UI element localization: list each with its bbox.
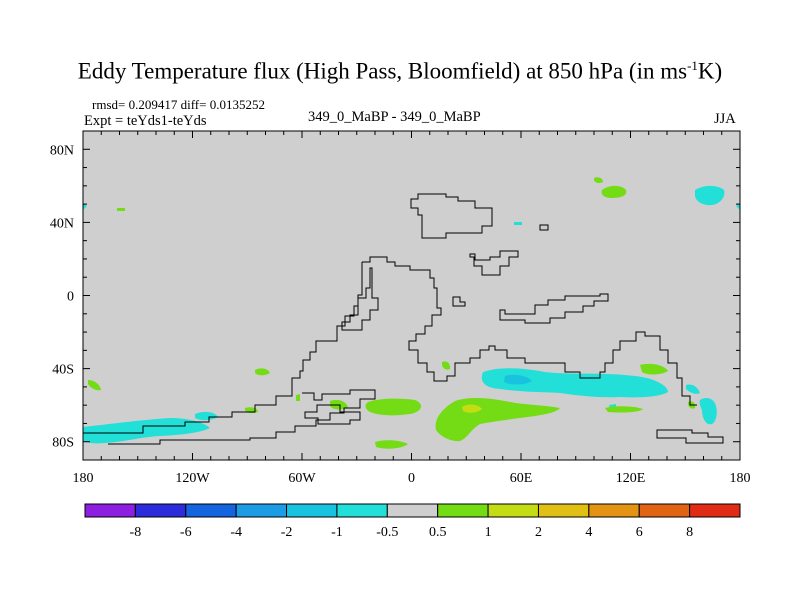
stats-line: rmsd= 0.209417 diff= 0.0135252: [92, 97, 265, 113]
colorbar-label: 4: [585, 525, 592, 540]
colorbar-swatch: [437, 503, 489, 518]
expt-label: Expt = teYds1-teYds: [84, 113, 207, 129]
colorbar-swatch: [336, 503, 388, 518]
rmsd-value: rmsd= 0.209417: [92, 97, 178, 112]
x-tick-label: 60E: [510, 471, 533, 486]
colorbar-swatch: [689, 503, 741, 518]
y-tick-label: 80N: [50, 143, 74, 158]
fill-cyan-dot-1: [514, 222, 522, 225]
fill-green-siberia: [601, 185, 627, 198]
chart-title-sup: -1: [687, 58, 698, 73]
fill-cyan-north-pacific: [695, 185, 725, 206]
colorbar-label: -2: [281, 525, 293, 540]
colorbar-label: -1: [331, 525, 343, 540]
fill-green-south-atlantic-2: [365, 398, 422, 416]
fill-green-pacific-west: [88, 380, 101, 391]
colorbar-label: 8: [686, 525, 693, 540]
coastline-europe: [410, 193, 493, 239]
fill-green-indian-east: [640, 363, 668, 375]
chart-title-tail: K): [697, 58, 723, 84]
coastline-interior-1: [341, 267, 379, 331]
chart-title: Eddy Temperature flux (High Pass, Bloomf…: [0, 58, 800, 85]
axis-ticks: 180 120W 60W 0 60E 120E 180 80S 40S 0 40N 80N: [50, 130, 751, 486]
coastline-south-america: [362, 256, 697, 406]
fill-cyan-east-australia: [686, 384, 700, 394]
coastline-india: [499, 293, 609, 324]
colorbar-label: -8: [130, 525, 142, 540]
chart-title-main: Eddy Temperature flux (High Pass, Bloomf…: [77, 58, 688, 84]
colorbar-label: -0.5: [376, 525, 398, 540]
fill-cyan-edge-left: [83, 203, 87, 210]
fill-yellow-maximum: [462, 404, 482, 413]
fill-cyan-new-zealand: [699, 398, 717, 425]
colorbar-swatch: [134, 503, 187, 518]
fill-green-weddell: [375, 440, 408, 449]
y-tick-label: 80S: [52, 436, 74, 451]
fill-green-africa-sw: [442, 361, 451, 370]
y-tick-label: 40N: [50, 216, 74, 231]
fill-cyan-southern-indian-dark: [504, 374, 532, 385]
colorbar-swatch: [185, 503, 237, 518]
colorbar-swatch: [286, 503, 338, 518]
coastline-indonesia: [452, 296, 466, 307]
coastline-drake: [108, 389, 376, 445]
coastlines: [83, 193, 724, 445]
coastline-small-1: [539, 224, 549, 231]
diff-value: diff= 0.0135252: [180, 97, 265, 112]
colorbar: -8 -6 -4 -2 -1 -0.5 0.5 1 2 4 6 8: [84, 503, 741, 540]
fill-green-pacific-sml: [255, 368, 270, 376]
season-label: JJA: [714, 111, 736, 127]
center-label: 349_0_MaBP - 349_0_MaBP: [308, 109, 481, 125]
colorbar-label: 6: [636, 525, 643, 540]
x-tick-label: 120W: [175, 471, 210, 486]
coastline-antarctica-east: [656, 429, 724, 444]
colorbar-label: 2: [535, 525, 542, 540]
fill-green-south-indian-east: [605, 406, 643, 413]
fill-cyan-southern-indian: [481, 368, 668, 398]
colorbar-swatch: [638, 503, 691, 518]
x-tick-label: 60W: [288, 471, 316, 486]
fill-green-chile: [296, 394, 300, 401]
y-tick-label: 0: [67, 290, 74, 305]
colorbar-label: 0.5: [429, 525, 447, 540]
x-tick-label: 180: [73, 471, 94, 486]
coastline-south-pac-2: [304, 404, 361, 425]
x-tick-label: 180: [730, 471, 751, 486]
colorbar-swatch: [386, 503, 439, 518]
colorbar-swatch: [537, 503, 590, 518]
colorbar-swatch: [84, 503, 136, 518]
fill-cyan-south-pacific-2: [195, 411, 218, 421]
colorbar-swatch: [235, 503, 288, 518]
fill-cyan-south-pacific: [83, 418, 210, 444]
x-tick-label: 120E: [616, 471, 646, 486]
colorbar-swatch: [588, 503, 640, 518]
fill-green-pacific-n: [117, 208, 125, 211]
colorbar-label: -4: [230, 525, 242, 540]
fill-green-arctic: [594, 177, 603, 184]
coastline-africa: [83, 262, 363, 434]
colorbar-label: -6: [180, 525, 192, 540]
y-tick-label: 40S: [52, 363, 74, 378]
colorbar-label: 1: [485, 525, 492, 540]
colorbar-swatch: [487, 503, 539, 518]
x-tick-label: 0: [408, 471, 415, 486]
coastline-arabia: [469, 250, 519, 276]
fill-cyan-edge-right: [736, 203, 740, 210]
